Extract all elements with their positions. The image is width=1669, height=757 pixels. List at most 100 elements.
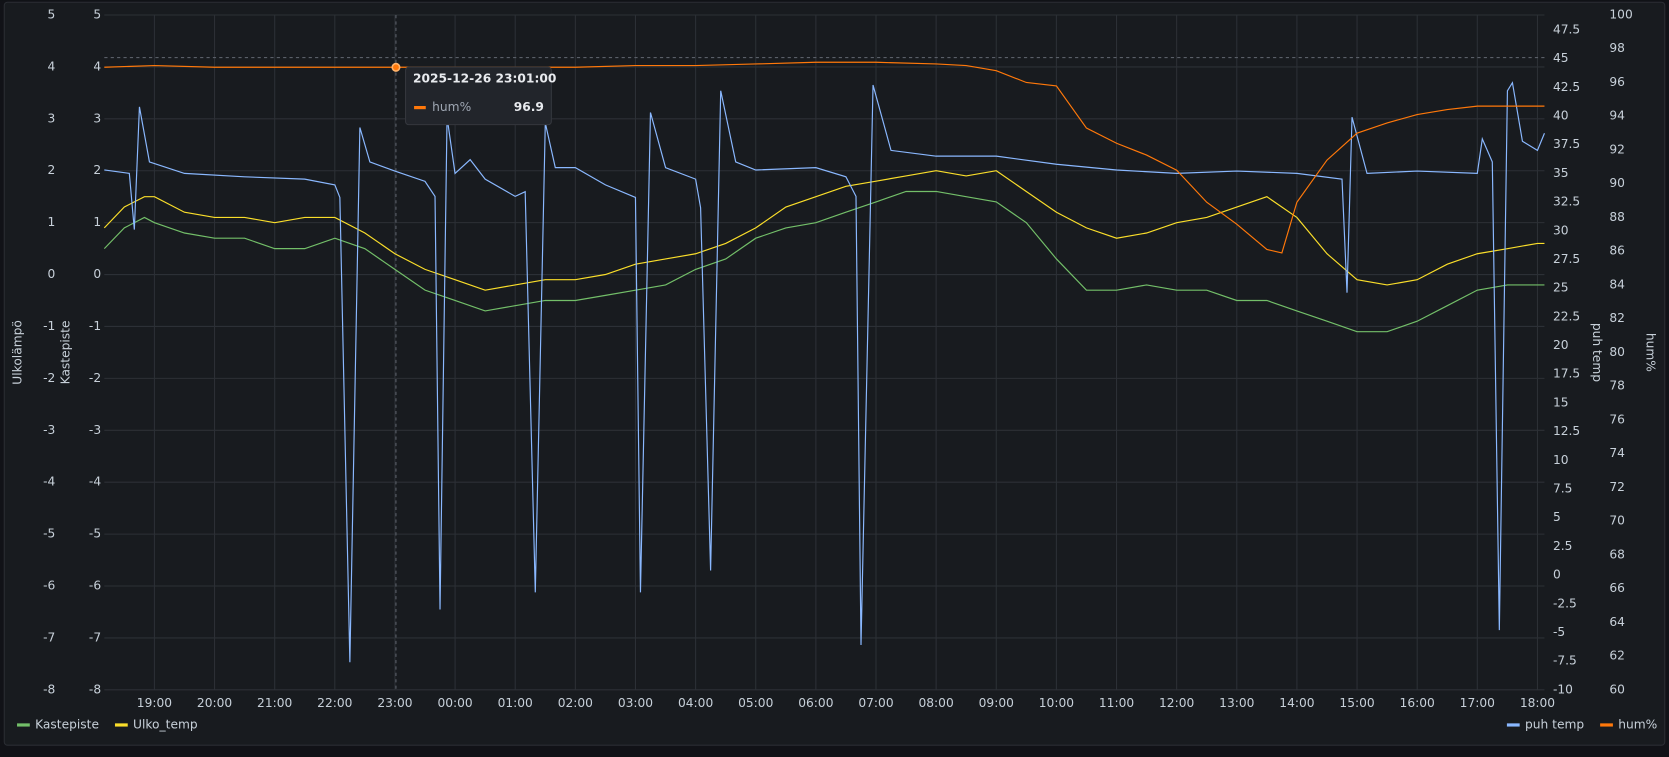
y-tick-label: 78: [1609, 379, 1625, 393]
hover-point: [391, 62, 401, 72]
legend[interactable]: Kastepiste Ulko_temp puh temp hum%: [17, 717, 1657, 731]
y-tick-label: 35: [1553, 166, 1569, 180]
y-tick-label: 62: [1609, 649, 1625, 663]
x-tick-label: 20:00: [197, 696, 232, 710]
y-tick-label: -6: [43, 579, 55, 593]
y-tick-label: 0: [93, 267, 101, 281]
y-tick-label: -2.5: [1553, 596, 1577, 610]
y-tick-label: 82: [1609, 311, 1625, 325]
y-tick-label: 4: [93, 59, 101, 73]
y-tick-label: 5: [93, 8, 101, 22]
legend-label[interactable]: hum%: [1618, 717, 1657, 731]
y-tick-label: 66: [1609, 581, 1625, 595]
x-tick-label: 13:00: [1219, 696, 1254, 710]
y-tick-label: 5: [1553, 510, 1561, 524]
y-tick-label: 64: [1609, 615, 1625, 629]
y-tick-label: 2: [48, 163, 56, 177]
y-tick-label: 40: [1553, 108, 1569, 122]
y-tick-label: 88: [1609, 210, 1625, 224]
tooltip: 2025-12-26 23:01:00 hum% 96.9: [405, 66, 556, 126]
y-tick-label: 68: [1609, 547, 1625, 561]
y-tick-label: 1: [48, 215, 56, 229]
y-tick-label: 76: [1609, 412, 1625, 426]
y-tick-label: -2: [43, 371, 55, 385]
y-tick-label: 20: [1553, 338, 1569, 352]
x-tick-label: 05:00: [738, 696, 773, 710]
y-tick-label: -10: [1553, 682, 1573, 696]
y-tick-label: -3: [89, 423, 101, 437]
x-tick-label: 00:00: [437, 696, 472, 710]
y-tick-label: -1: [89, 319, 101, 333]
y-tick-label: -7.5: [1553, 654, 1577, 668]
series-line: [104, 81, 1546, 663]
x-tick-label: 21:00: [257, 696, 292, 710]
y-tick-label: 2.5: [1553, 539, 1572, 553]
y-tick-label: 60: [1609, 682, 1625, 696]
y-tick-label: -2: [89, 371, 101, 385]
y-tick-label: 5: [48, 8, 56, 22]
x-tick-label: 03:00: [618, 696, 653, 710]
y-tick-label: 94: [1609, 109, 1625, 123]
y-tick-label: 86: [1609, 244, 1625, 258]
y-tick-label: 12.5: [1553, 424, 1580, 438]
y-tick-label: 0: [48, 267, 56, 281]
legend-label[interactable]: Kastepiste: [35, 717, 99, 731]
tooltip-value: 96.9: [514, 100, 544, 114]
y-tick-label: -7: [43, 630, 55, 644]
y-tick-label: 98: [1609, 41, 1625, 55]
y-tick-label: -5: [43, 527, 55, 541]
y-tick-label: -4: [43, 475, 55, 489]
y-tick-label: 25: [1553, 281, 1569, 295]
x-tick-label: 19:00: [137, 696, 172, 710]
legend-label[interactable]: puh temp: [1525, 717, 1584, 731]
x-tick-label: 08:00: [918, 696, 953, 710]
y-tick-label: -1: [43, 319, 55, 333]
y-tick-label: 32.5: [1553, 195, 1580, 209]
y-tick-label: 42.5: [1553, 80, 1580, 94]
y-tick-label: -4: [89, 475, 101, 489]
legend-label[interactable]: Ulko_temp: [133, 717, 198, 731]
y-tick-label: 15: [1553, 395, 1569, 409]
y-tick-label: 7.5: [1553, 481, 1572, 495]
x-tick-label: 12:00: [1159, 696, 1194, 710]
x-tick-label: 18:00: [1520, 696, 1555, 710]
y-tick-label: 4: [48, 59, 56, 73]
y-tick-label: -7: [89, 630, 101, 644]
x-tick-label: 09:00: [979, 696, 1014, 710]
y-tick-label: -3: [43, 423, 55, 437]
y-tick-label: 100: [1609, 8, 1632, 22]
series-line: [103, 170, 1545, 291]
y-tick-label: 1: [93, 215, 101, 229]
x-tick-label: 06:00: [798, 696, 833, 710]
y-tick-label: 84: [1609, 277, 1625, 291]
x-tick-label: 10:00: [1039, 696, 1074, 710]
x-tick-label: 11:00: [1099, 696, 1134, 710]
y-tick-label: 17.5: [1553, 367, 1580, 381]
y-tick-label: -5: [1553, 625, 1565, 639]
axis-title: Ulkolämpö: [11, 320, 25, 385]
y-tick-label: -8: [89, 682, 101, 696]
panel: [3, 1, 1666, 746]
x-tick-label: 15:00: [1339, 696, 1374, 710]
x-tick-label: 16:00: [1400, 696, 1435, 710]
y-tick-label: 74: [1609, 446, 1625, 460]
y-tick-label: 27.5: [1553, 252, 1580, 266]
axis-labels: 19:00 20:00 21:00 22:00 23:00 00:00 01:00 02:00…: [11, 8, 1658, 711]
axis-title: puh temp: [1590, 323, 1604, 382]
y-tick-label: 72: [1609, 480, 1625, 494]
y-tick-label: 80: [1609, 345, 1625, 359]
x-tick-label: 02:00: [558, 696, 593, 710]
y-tick-label: 96: [1609, 75, 1625, 89]
x-tick-label: 07:00: [858, 696, 893, 710]
y-tick-label: 3: [48, 111, 56, 125]
x-tick-label: 22:00: [317, 696, 352, 710]
y-tick-label: -5: [89, 527, 101, 541]
y-tick-label: -6: [89, 579, 101, 593]
x-tick-label: 04:00: [678, 696, 713, 710]
tooltip-time: 2025-12-26 23:01:00: [413, 71, 556, 85]
y-tick-label: 3: [93, 111, 101, 125]
x-tick-label: 23:00: [377, 696, 412, 710]
y-tick-label: 30: [1553, 223, 1569, 237]
